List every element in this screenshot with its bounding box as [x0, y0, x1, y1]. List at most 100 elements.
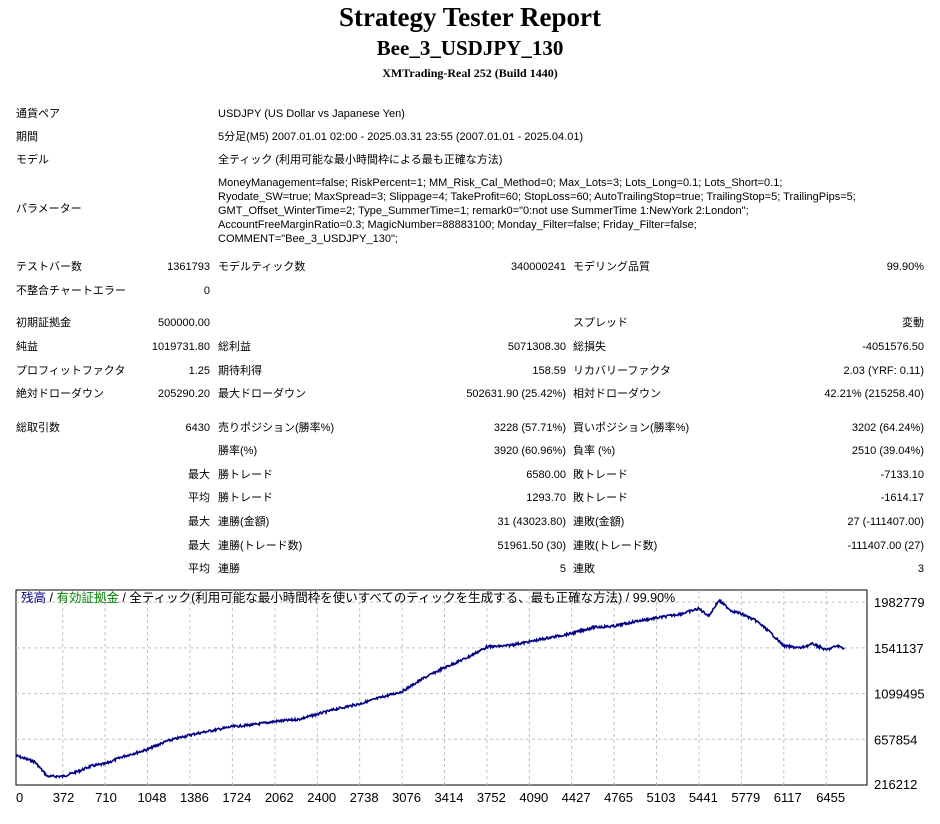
legend-separator: / [46, 591, 57, 605]
loss-rate-value: 2510 (39.04%) [851, 445, 924, 457]
short-positions-label: 売りポジション(勝率%) [218, 422, 335, 434]
long-positions-value: 3202 (64.24%) [851, 422, 924, 434]
symbol-label: 通貨ペア [16, 108, 60, 120]
y-tick-label: 1541137 [874, 641, 924, 656]
win-rate-label: 勝率(%) [218, 445, 258, 457]
legend-equity: 有効証拠金 [56, 591, 119, 605]
x-tick-label: 3076 [392, 790, 421, 805]
max-consec-profit-label: 連勝(トレード数) [218, 540, 303, 552]
y-tick-label: 216212 [874, 777, 917, 792]
expected-payoff-label: 期待利得 [218, 365, 262, 377]
quality-label: モデリング品質 [573, 261, 650, 273]
mismatch-value: 0 [203, 285, 210, 297]
gross-profit-value: 5071308.30 [507, 341, 566, 353]
x-tick-label: 4427 [562, 790, 591, 805]
max-consec-loss-label: 連敗(トレード数) [573, 540, 658, 552]
max-consec-losses-label: 連敗(金額) [573, 516, 625, 528]
avg-loss-label: 敗トレード [573, 492, 628, 504]
x-tick-label: 1048 [138, 790, 167, 805]
max-label: 最大 [188, 516, 210, 528]
x-tick-label: 2062 [265, 790, 294, 805]
x-tick-label: 3414 [435, 790, 464, 805]
period-label: 期間 [16, 131, 38, 143]
max-drawdown-value: 502631.90 (25.42%) [466, 388, 566, 400]
x-tick-label: 5103 [647, 790, 676, 805]
y-tick-label: 1982779 [874, 595, 925, 610]
spread-value: 変動 [902, 317, 924, 329]
max-consec-wins-value: 31 (43023.80) [497, 516, 567, 528]
largest-loss-value: -7133.10 [880, 469, 924, 481]
total-trades-value: 6430 [185, 422, 210, 434]
abs-drawdown-value: 205290.20 [158, 388, 210, 400]
server-build: XMTrading-Real 252 (Build 1440) [382, 66, 558, 80]
max-consec-losses-value: 27 (-111407.00) [847, 516, 924, 528]
ticks-value: 340000241 [510, 261, 566, 273]
abs-drawdown-label: 絶対ドローダウン [16, 388, 104, 400]
rel-drawdown-label: 相対ドローダウン [573, 388, 661, 400]
params-line: Ryodate_SW=true; MaxSpread=3; Slippage=4… [218, 191, 856, 203]
legend-balance: 残高 [21, 591, 47, 605]
avg-loss-value: -1614.17 [880, 492, 924, 504]
x-tick-label: 4765 [604, 790, 633, 805]
net-profit-value: 1019731.80 [151, 341, 210, 353]
profit-factor-label: プロフィットファクタ [16, 365, 126, 377]
x-tick-label: 1724 [222, 790, 251, 805]
max-consec-profit-value: 51961.50 (30) [497, 540, 567, 552]
expected-payoff-value: 158.59 [532, 365, 566, 377]
recovery-factor-value: 2.03 (YRF: 0.11) [843, 365, 925, 377]
gross-profit-label: 総利益 [218, 341, 251, 353]
bars-value: 1361793 [167, 261, 210, 273]
chart-border [15, 589, 868, 786]
loss-rate-label: 負率 (%) [573, 445, 616, 457]
max-label: 最大 [188, 540, 210, 552]
long-positions-label: 買いポジション(勝率%) [573, 422, 690, 434]
avg-consec-wins-label: 連勝 [218, 563, 240, 575]
params-line: AccountFreeMarginRatio=0.3; MagicNumber=… [218, 219, 697, 231]
profit-factor-value: 1.25 [188, 365, 210, 377]
params-label: パラメーター [16, 203, 82, 215]
gross-loss-label: 総損失 [573, 341, 606, 353]
recovery-factor-label: リカバリーファクタ [573, 365, 671, 377]
x-tick-label: 1386 [180, 790, 209, 805]
largest-loss-label: 敗トレード [573, 469, 628, 481]
max-drawdown-label: 最大ドローダウン [218, 388, 306, 400]
symbol-value: USDJPY (US Dollar vs Japanese Yen) [218, 108, 405, 120]
x-axis: 0 372 710 1048 1386 1724 2062 2400 2738 3076 3414 3… [16, 790, 845, 805]
params-line: MoneyManagement=false; RiskPercent=1; MM… [218, 177, 783, 189]
quality-value: 99.90% [886, 261, 924, 273]
x-tick-label: 6117 [774, 790, 802, 805]
x-tick-label: 4090 [519, 790, 548, 805]
spread-label: スプレッド [573, 317, 628, 329]
largest-win-label: 勝トレード [218, 469, 273, 481]
deposit-value: 500000.00 [158, 317, 210, 329]
max-consec-wins-label: 連勝(金額) [218, 516, 270, 528]
expert-name: Bee_3_USDJPY_130 [376, 36, 564, 60]
balance-line [15, 598, 845, 779]
model-value: 全ティック (利用可能な最小時間枠による最も正確な方法) [218, 154, 503, 166]
avg-consec-losses-label: 連敗 [573, 563, 595, 575]
gross-loss-value: -4051576.50 [862, 341, 924, 353]
avg-label: 平均 [188, 492, 210, 504]
x-tick-label: 3752 [477, 790, 506, 805]
chart-series [15, 598, 845, 779]
params-line: COMMENT="Bee_3_USDJPY_130"; [218, 233, 398, 245]
max-consec-loss-value: -111407.00 (27) [847, 540, 924, 552]
y-tick-label: 657854 [874, 732, 917, 747]
avg-consec-losses-value: 3 [917, 563, 924, 575]
avg-consec-wins-value: 5 [559, 563, 566, 575]
deposit-label: 初期証拠金 [16, 317, 71, 329]
chart-grid [16, 590, 867, 785]
bars-label: テストバー数 [16, 261, 82, 273]
net-profit-label: 純益 [16, 341, 38, 353]
legend-description: / 全ティック(利用可能な最小時間枠を使いすべてのティックを生成する、最も正確な… [118, 591, 676, 605]
model-label: モデル [16, 154, 49, 166]
x-tick-label: 0 [16, 790, 23, 805]
x-tick-label: 2738 [350, 790, 379, 805]
x-tick-label: 372 [53, 790, 75, 805]
max-label: 最大 [188, 469, 210, 481]
avg-win-value: 1293.70 [526, 492, 566, 504]
x-tick-label: 5779 [731, 790, 760, 805]
total-trades-label: 総取引数 [16, 422, 60, 434]
chart-legend: 残高 / 有効証拠金 / 全ティック(利用可能な最小時間枠を使いすべてのティック… [21, 590, 675, 606]
avg-win-label: 勝トレード [218, 492, 273, 504]
